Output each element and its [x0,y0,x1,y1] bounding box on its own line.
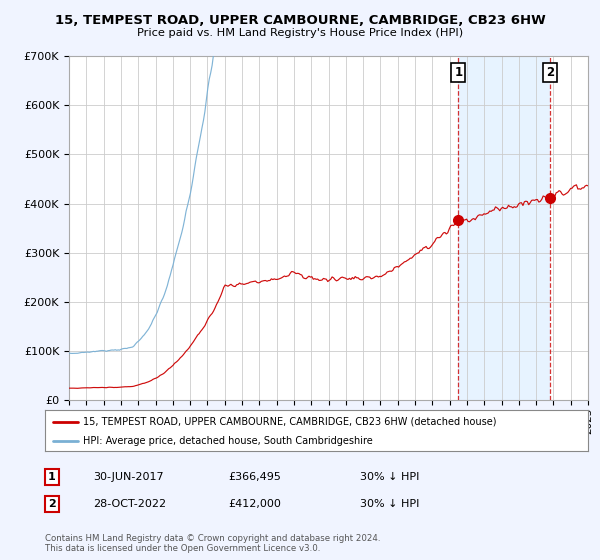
Text: 15, TEMPEST ROAD, UPPER CAMBOURNE, CAMBRIDGE, CB23 6HW (detached house): 15, TEMPEST ROAD, UPPER CAMBOURNE, CAMBR… [83,417,497,427]
Text: 30-JUN-2017: 30-JUN-2017 [93,472,164,482]
Text: 1: 1 [48,472,56,482]
Text: £366,495: £366,495 [228,472,281,482]
Text: 1: 1 [454,66,463,80]
Text: 30% ↓ HPI: 30% ↓ HPI [360,499,419,509]
Text: HPI: Average price, detached house, South Cambridgeshire: HPI: Average price, detached house, Sout… [83,436,373,446]
Text: Price paid vs. HM Land Registry's House Price Index (HPI): Price paid vs. HM Land Registry's House … [137,28,463,38]
Text: Contains HM Land Registry data © Crown copyright and database right 2024.
This d: Contains HM Land Registry data © Crown c… [45,534,380,553]
Text: 28-OCT-2022: 28-OCT-2022 [93,499,166,509]
Text: 15, TEMPEST ROAD, UPPER CAMBOURNE, CAMBRIDGE, CB23 6HW: 15, TEMPEST ROAD, UPPER CAMBOURNE, CAMBR… [55,14,545,27]
Text: 2: 2 [48,499,56,509]
Text: £412,000: £412,000 [228,499,281,509]
Text: 2: 2 [547,66,554,80]
Bar [458,56,550,400]
Text: 30% ↓ HPI: 30% ↓ HPI [360,472,419,482]
